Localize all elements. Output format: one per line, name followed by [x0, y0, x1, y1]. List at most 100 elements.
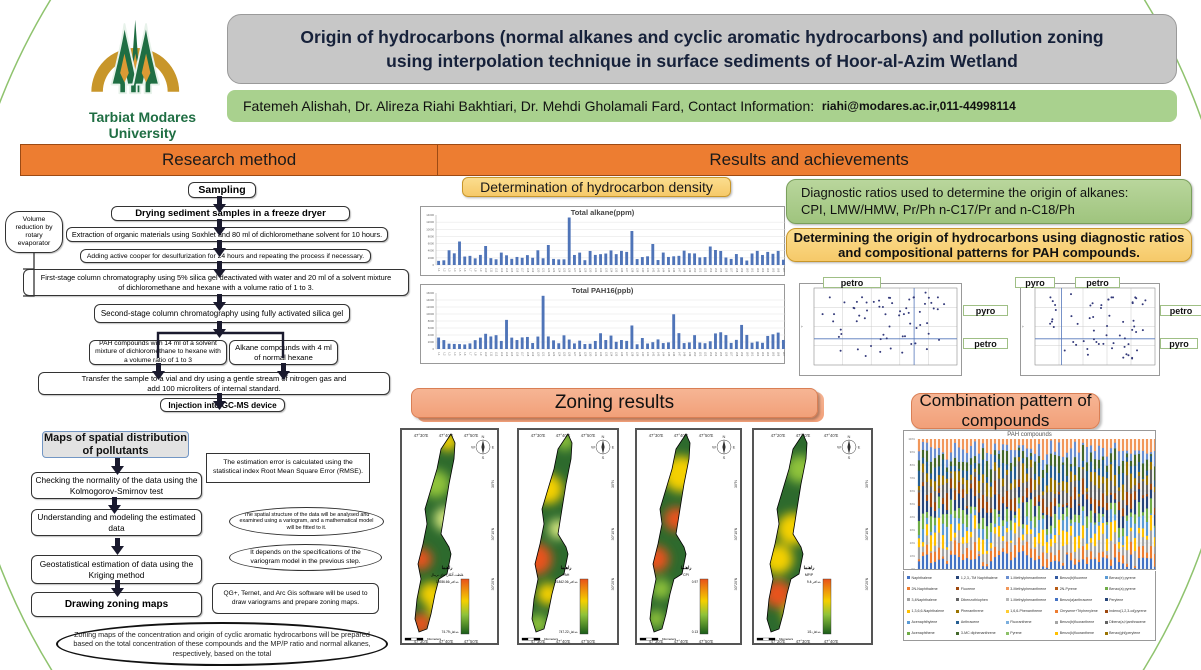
svg-text:L18: L18 — [526, 268, 530, 273]
svg-text:L20: L20 — [536, 268, 540, 273]
svg-text:L21: L21 — [542, 352, 546, 357]
svg-text:L3: L3 — [448, 353, 452, 356]
svg-text:6000: 6000 — [428, 242, 435, 246]
svg-text:L62: L62 — [756, 268, 760, 273]
svg-text:L66: L66 — [777, 268, 781, 273]
svg-text:L65: L65 — [771, 268, 775, 273]
svg-text:L31: L31 — [594, 268, 598, 273]
svg-text:L25: L25 — [562, 352, 566, 357]
svg-text:L54: L54 — [714, 352, 718, 357]
svg-text:10000: 10000 — [426, 227, 434, 231]
svg-text:0.13: 0.13 — [692, 630, 698, 634]
svg-text:L5: L5 — [458, 353, 462, 356]
svg-text:L60: L60 — [745, 268, 749, 273]
svg-text:S: S — [848, 455, 851, 460]
svg-text:L2: L2 — [442, 353, 446, 356]
svg-text:8000: 8000 — [428, 234, 435, 238]
svg-text:L20: L20 — [536, 352, 540, 357]
svg-text:L10: L10 — [484, 352, 488, 357]
svg-text:CPI: CPI — [683, 573, 689, 577]
svg-text:L16: L16 — [515, 268, 519, 273]
svg-text:L28: L28 — [578, 352, 582, 357]
svg-text:10000: 10000 — [426, 312, 434, 316]
svg-text:30°20'N: 30°20'N — [491, 577, 495, 590]
svg-text:30°10'N: 30°10'N — [491, 527, 495, 540]
svg-text:L29: L29 — [583, 268, 587, 273]
svg-text:غلظت آلکان های نرمال: غلظت آلکان های نرمال — [431, 572, 464, 577]
svg-text:L43: L43 — [657, 268, 661, 273]
svg-text:60%: 60% — [910, 489, 916, 493]
svg-text:W: W — [471, 445, 475, 450]
svg-text:L48: L48 — [683, 352, 687, 357]
svg-text:L47: L47 — [677, 352, 681, 357]
svg-text:L63: L63 — [761, 352, 765, 357]
svg-text:47°50'E: 47°50'E — [581, 433, 596, 438]
svg-text:L7: L7 — [468, 269, 472, 272]
svg-text:40%: 40% — [910, 515, 916, 519]
svg-text:80%: 80% — [910, 463, 916, 467]
svg-text:L57: L57 — [730, 268, 734, 273]
svg-text:L13: L13 — [500, 352, 504, 357]
svg-text:L9: L9 — [479, 353, 483, 356]
svg-text:L10: L10 — [484, 268, 488, 273]
svg-text:L7: L7 — [468, 353, 472, 356]
svg-text:L54: L54 — [714, 268, 718, 273]
svg-text:L32: L32 — [599, 268, 603, 273]
svg-text:L30: L30 — [589, 268, 593, 273]
svg-text:L67: L67 — [782, 352, 786, 357]
svg-text:L38: L38 — [630, 268, 634, 273]
svg-text:L35: L35 — [615, 352, 619, 357]
svg-text:E: E — [612, 445, 615, 450]
svg-text:L66: L66 — [777, 352, 781, 357]
svg-text:L25: L25 — [562, 268, 566, 273]
svg-text:L42: L42 — [651, 268, 655, 273]
svg-text:47°50'E: 47°50'E — [464, 639, 479, 644]
svg-text:حداقل:1/1: حداقل:1/1 — [807, 630, 821, 634]
svg-text:20%: 20% — [910, 541, 916, 545]
svg-text:47°40'E: 47°40'E — [824, 639, 839, 644]
svg-text:حداقل:74.79: حداقل:74.79 — [442, 630, 459, 634]
svg-text:L61: L61 — [751, 268, 755, 273]
svg-text:8000: 8000 — [428, 319, 435, 323]
svg-text:حداقل:747.22: حداقل:747.22 — [559, 630, 578, 634]
svg-text:حداکثر:9.4: حداکثر:9.4 — [807, 580, 821, 584]
svg-text:L23: L23 — [552, 268, 556, 273]
svg-text:حداکثر:21842.06: حداکثر:21842.06 — [555, 580, 578, 584]
svg-text:L12: L12 — [495, 268, 499, 273]
svg-text:47°30'E: 47°30'E — [649, 639, 664, 644]
svg-text:L29: L29 — [583, 352, 587, 357]
svg-text:L37: L37 — [625, 352, 629, 357]
svg-text:47°40'E: 47°40'E — [556, 639, 571, 644]
svg-text:47°50'E: 47°50'E — [699, 433, 714, 438]
svg-text:L45: L45 — [667, 268, 671, 273]
svg-text:16000: 16000 — [426, 291, 434, 295]
svg-text:N: N — [482, 434, 485, 439]
svg-text:47°30'E: 47°30'E — [796, 639, 811, 644]
svg-text:4000: 4000 — [428, 249, 435, 253]
svg-text:0: 0 — [432, 347, 434, 351]
svg-text:L13: L13 — [500, 268, 504, 273]
svg-text:L62: L62 — [756, 352, 760, 357]
svg-text:47°50'E: 47°50'E — [464, 433, 479, 438]
svg-text:L28: L28 — [578, 268, 582, 273]
svg-text:30°20'N: 30°20'N — [734, 577, 738, 590]
svg-text:30°N: 30°N — [734, 480, 738, 488]
svg-text:L36: L36 — [620, 268, 624, 273]
svg-text:30°20'N: 30°20'N — [865, 577, 869, 590]
svg-text:L2: L2 — [442, 269, 446, 272]
svg-text:W: W — [837, 445, 841, 450]
svg-text:L48: L48 — [683, 268, 687, 273]
svg-text:47°50'E: 47°50'E — [699, 639, 714, 644]
svg-text:L6: L6 — [463, 269, 467, 272]
svg-text:30%: 30% — [910, 528, 916, 532]
svg-text:70%: 70% — [910, 476, 916, 480]
svg-text:L34: L34 — [610, 352, 614, 357]
svg-text:30°N: 30°N — [491, 480, 495, 488]
svg-text:L52: L52 — [704, 268, 708, 273]
svg-text:L19: L19 — [531, 268, 535, 273]
svg-text:PAH: PAH — [563, 573, 570, 577]
svg-text:L60: L60 — [745, 352, 749, 357]
svg-text:L4: L4 — [453, 269, 457, 272]
svg-text:L51: L51 — [698, 268, 702, 273]
svg-text:47°40'E: 47°40'E — [824, 433, 839, 438]
